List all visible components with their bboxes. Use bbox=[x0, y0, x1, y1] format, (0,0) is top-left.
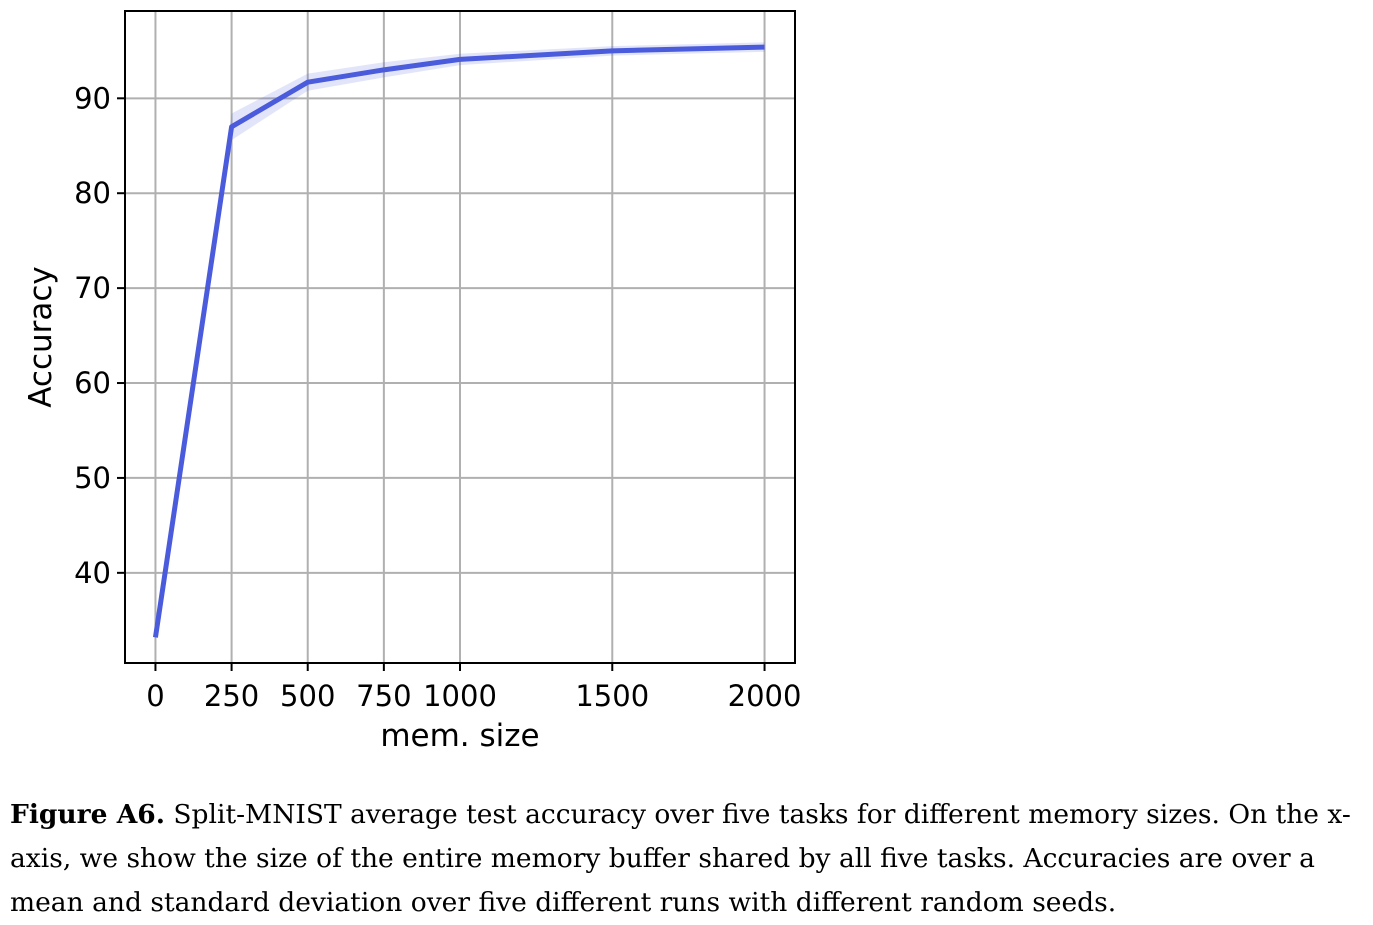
x-tick-label: 0 bbox=[146, 679, 164, 713]
y-tick-label: 50 bbox=[74, 461, 111, 495]
y-tick-label: 70 bbox=[74, 271, 111, 305]
accuracy-chart: 0 250 500 750 1000 1500 2000 40 50 60 70 80 90 mem.… bbox=[23, 10, 801, 754]
y-tick-label: 40 bbox=[74, 556, 111, 590]
y-axis-label: Accuracy bbox=[23, 266, 59, 408]
x-axis-label: mem. size bbox=[380, 718, 539, 754]
x-tick-label: 1500 bbox=[575, 679, 649, 713]
y-tick-label: 60 bbox=[74, 366, 111, 400]
x-tick-label: 1000 bbox=[423, 679, 497, 713]
grid-lines bbox=[125, 11, 795, 663]
series-line bbox=[152, 44, 765, 638]
caption-label: Figure A6. bbox=[10, 799, 165, 830]
x-tick-label: 2000 bbox=[728, 679, 802, 713]
x-tick-label: 750 bbox=[356, 679, 411, 713]
caption-text: Split-MNIST average test accuracy over f… bbox=[10, 799, 1351, 918]
figure-caption: Figure A6. Split-MNIST average test accu… bbox=[10, 793, 1368, 925]
y-tick-label: 80 bbox=[74, 176, 111, 210]
x-tick-label: 250 bbox=[204, 679, 259, 713]
x-axis-ticks: 0 250 500 750 1000 1500 2000 bbox=[146, 663, 801, 713]
y-tick-label: 90 bbox=[74, 81, 111, 115]
y-axis-ticks: 40 50 60 70 80 90 bbox=[74, 81, 125, 590]
x-tick-label: 500 bbox=[280, 679, 335, 713]
